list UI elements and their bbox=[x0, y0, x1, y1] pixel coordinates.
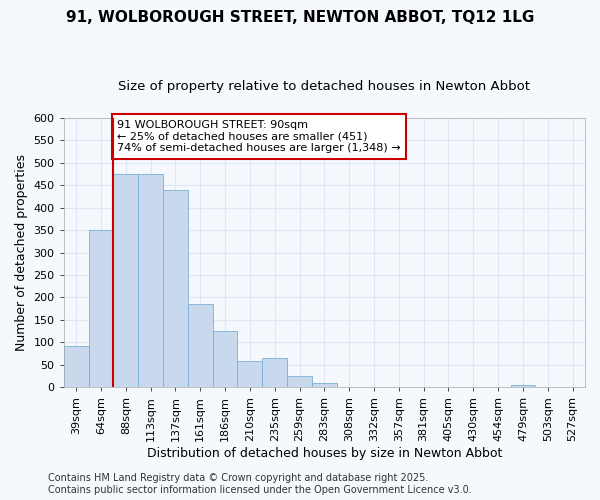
Bar bbox=[212, 331, 238, 388]
Bar bbox=[163, 190, 188, 388]
Y-axis label: Number of detached properties: Number of detached properties bbox=[15, 154, 28, 351]
Text: Contains HM Land Registry data © Crown copyright and database right 2025.
Contai: Contains HM Land Registry data © Crown c… bbox=[48, 474, 472, 495]
Title: Size of property relative to detached houses in Newton Abbot: Size of property relative to detached ho… bbox=[118, 80, 530, 93]
Text: 91 WOLBOROUGH STREET: 90sqm
← 25% of detached houses are smaller (451)
74% of se: 91 WOLBOROUGH STREET: 90sqm ← 25% of det… bbox=[117, 120, 401, 153]
Bar bbox=[262, 358, 287, 388]
Bar bbox=[511, 385, 535, 388]
Bar bbox=[287, 376, 312, 388]
Bar bbox=[238, 361, 262, 388]
Bar bbox=[89, 230, 113, 388]
Bar bbox=[113, 174, 138, 388]
Bar bbox=[188, 304, 212, 388]
Bar bbox=[64, 346, 89, 388]
Text: 91, WOLBOROUGH STREET, NEWTON ABBOT, TQ12 1LG: 91, WOLBOROUGH STREET, NEWTON ABBOT, TQ1… bbox=[66, 10, 534, 25]
X-axis label: Distribution of detached houses by size in Newton Abbot: Distribution of detached houses by size … bbox=[146, 447, 502, 460]
Bar bbox=[138, 174, 163, 388]
Bar bbox=[312, 383, 337, 388]
